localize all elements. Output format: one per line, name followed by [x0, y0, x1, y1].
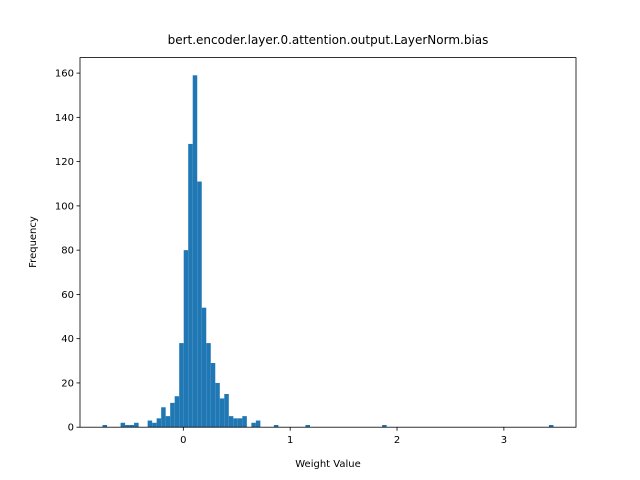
chart-title: bert.encoder.layer.0.attention.output.La…	[168, 33, 489, 47]
bar	[273, 424, 279, 428]
bar	[210, 363, 216, 428]
x-tick-label: 1	[287, 435, 293, 446]
y-tick-label: 60	[61, 290, 74, 301]
bar	[548, 424, 554, 428]
bar	[183, 250, 189, 428]
bar	[219, 398, 225, 428]
x-tick-label: 0	[180, 435, 186, 446]
bar	[134, 422, 139, 428]
bar	[228, 416, 234, 428]
plot-frame	[79, 57, 577, 428]
y-tick-label: 160	[55, 69, 74, 80]
bar	[201, 307, 207, 428]
x-tick-label: 3	[501, 435, 507, 446]
bar	[215, 382, 220, 428]
bar	[206, 343, 211, 428]
bar	[102, 424, 108, 428]
y-tick-label: 140	[55, 113, 74, 124]
bar	[224, 394, 229, 428]
x-axis-label: Weight Value	[295, 459, 360, 470]
bar	[233, 418, 238, 428]
bar	[165, 416, 171, 428]
bar	[237, 418, 243, 428]
x-tick-label: 2	[394, 435, 400, 446]
bar	[170, 402, 175, 428]
bar	[161, 407, 166, 428]
bar	[125, 424, 130, 428]
bar	[251, 422, 256, 428]
bar	[147, 420, 153, 428]
bar	[197, 181, 202, 428]
y-tick-label: 100	[55, 201, 74, 212]
bar	[192, 75, 198, 428]
bar	[242, 416, 247, 428]
y-tick-label: 120	[55, 157, 74, 168]
bar	[382, 424, 387, 428]
bar	[156, 418, 162, 428]
bar	[179, 343, 184, 428]
bar	[305, 424, 310, 428]
bar	[174, 396, 180, 428]
y-tick-label: 80	[61, 246, 74, 257]
y-tick-label: 0	[68, 423, 74, 434]
y-axis-label: Frequency	[28, 216, 39, 268]
bar	[152, 422, 157, 428]
bar	[188, 143, 193, 428]
y-tick-label: 20	[61, 378, 74, 389]
bar	[120, 422, 126, 428]
y-tick-label: 40	[61, 334, 74, 345]
bar	[129, 424, 135, 428]
bar	[255, 420, 261, 428]
